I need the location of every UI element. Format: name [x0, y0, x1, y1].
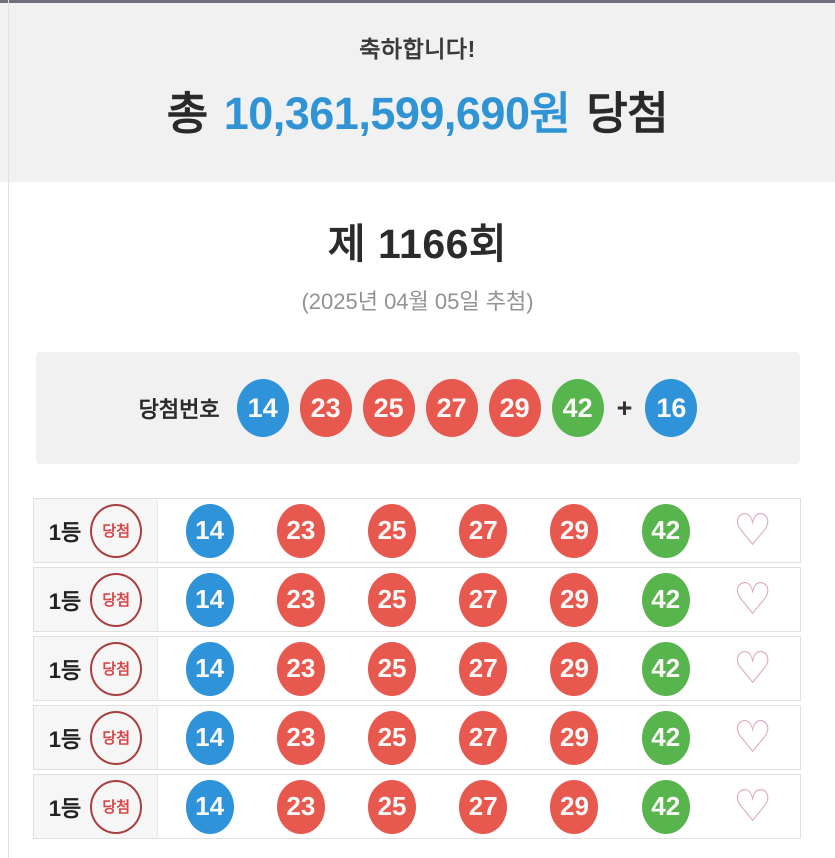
row-numbers: 14 23 25 27 29 42 ♡ [158, 637, 800, 700]
result-row: 1등 당첨 14 23 25 27 29 42 ♡ [33, 636, 801, 701]
heart-icon[interactable]: ♡ [732, 711, 773, 763]
result-row: 1등 당첨 14 23 25 27 29 42 ♡ [33, 774, 801, 839]
lotto-ball-23: 23 [276, 779, 325, 834]
row-numbers: 14 23 25 27 29 42 ♡ [158, 499, 800, 562]
total-amount-line: 총 10,361,599,690원 당첨 [166, 77, 669, 142]
lotto-ball-27: 27 [459, 779, 508, 834]
row-numbers: 14 23 25 27 29 42 ♡ [158, 568, 800, 631]
row-numbers: 14 23 25 27 29 42 ♡ [158, 775, 800, 838]
lotto-ball-25: 25 [368, 779, 417, 834]
lotto-ball-42: 42 [641, 641, 690, 696]
total-prefix: 총 [166, 88, 208, 139]
heart-icon[interactable]: ♡ [732, 642, 773, 694]
rank-label: 1등 [48, 795, 82, 821]
lotto-ball-23: 23 [276, 503, 325, 558]
rank-label: 1등 [48, 726, 82, 752]
rank-cell: 1등 당첨 [34, 637, 158, 700]
rank-label: 1등 [48, 519, 82, 545]
win-stamp-badge: 당첨 [90, 572, 143, 627]
result-row: 1등 당첨 14 23 25 27 29 42 ♡ [33, 498, 801, 563]
win-stamp-badge: 당첨 [90, 641, 143, 696]
lotto-ball-27: 27 [459, 572, 508, 627]
result-row: 1등 당첨 14 23 25 27 29 42 ♡ [33, 705, 801, 770]
lotto-ball-14: 14 [185, 503, 234, 558]
rank-cell: 1등 당첨 [34, 568, 158, 631]
winning-numbers-label: 당첨번호 [138, 397, 220, 422]
lotto-ball-23: 23 [276, 641, 325, 696]
lotto-ball-29: 29 [488, 379, 541, 437]
lotto-ball-42: 42 [641, 572, 690, 627]
win-stamp-badge: 당첨 [90, 779, 143, 834]
results-list: 1등 당첨 14 23 25 27 29 42 ♡ 1등 당첨 14 23 25 27 29 42 ♡ … [33, 498, 801, 839]
lotto-ball-25: 25 [362, 379, 415, 437]
top-bar [0, 0, 835, 3]
rank-cell: 1등 당첨 [34, 499, 158, 562]
lotto-ball-14: 14 [185, 710, 234, 765]
lotto-ball-25: 25 [368, 710, 417, 765]
lotto-ball-29: 29 [550, 710, 599, 765]
lotto-ball-42: 42 [641, 779, 690, 834]
plus-sign: + [616, 392, 633, 423]
total-amount: 10,361,599,690원 [223, 88, 571, 139]
congrats-text: 축하합니다! [359, 36, 476, 62]
lotto-ball-42: 42 [551, 379, 604, 437]
header: 축하합니다! 총 10,361,599,690원 당첨 [0, 3, 835, 182]
lotto-ball-23: 23 [299, 379, 352, 437]
heart-icon[interactable]: ♡ [732, 780, 773, 832]
lotto-ball-42: 42 [641, 710, 690, 765]
round-section: 제 1166회 (2025년 04월 05일 추첨) [0, 210, 835, 316]
row-numbers: 14 23 25 27 29 42 ♡ [158, 706, 800, 769]
rank-label: 1등 [48, 588, 82, 614]
lotto-ball-27: 27 [425, 379, 478, 437]
lotto-ball-14: 14 [185, 779, 234, 834]
win-stamp-badge: 당첨 [90, 710, 143, 765]
winning-numbers: 14 23 25 27 29 42 +16 [236, 379, 698, 437]
heart-icon[interactable]: ♡ [732, 573, 773, 625]
lotto-ball-23: 23 [276, 710, 325, 765]
lotto-ball-25: 25 [368, 572, 417, 627]
lotto-ball-25: 25 [368, 641, 417, 696]
draw-date: (2025년 04월 05일 추첨) [301, 289, 534, 314]
lotto-ball-29: 29 [550, 572, 599, 627]
heart-icon[interactable]: ♡ [732, 504, 773, 556]
lotto-ball-42: 42 [641, 503, 690, 558]
lotto-ball-14: 14 [185, 641, 234, 696]
lotto-ball-14: 14 [236, 379, 289, 437]
lotto-ball-27: 27 [459, 710, 508, 765]
lotto-ball-23: 23 [276, 572, 325, 627]
bonus-ball-16: 16 [645, 379, 698, 437]
lotto-ball-27: 27 [459, 503, 508, 558]
total-suffix: 당첨 [586, 88, 669, 139]
round-title: 제 1166회 [327, 221, 508, 267]
win-stamp-badge: 당첨 [90, 503, 143, 558]
winning-numbers-panel: 당첨번호 14 23 25 27 29 42 +16 [36, 352, 800, 464]
rank-label: 1등 [48, 657, 82, 683]
lotto-ball-14: 14 [185, 572, 234, 627]
rank-cell: 1등 당첨 [34, 706, 158, 769]
lotto-ball-25: 25 [368, 503, 417, 558]
result-row: 1등 당첨 14 23 25 27 29 42 ♡ [33, 567, 801, 632]
lotto-ball-27: 27 [459, 641, 508, 696]
lotto-ball-29: 29 [550, 641, 599, 696]
lotto-ball-29: 29 [550, 779, 599, 834]
lotto-ball-29: 29 [550, 503, 599, 558]
rank-cell: 1등 당첨 [34, 775, 158, 838]
